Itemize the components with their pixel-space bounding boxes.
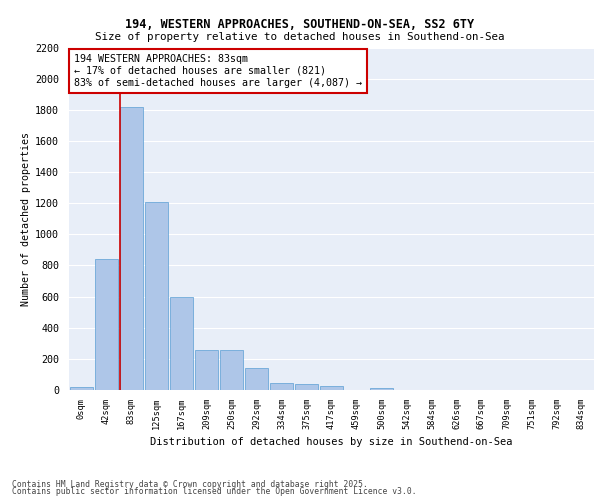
Text: Contains HM Land Registry data © Crown copyright and database right 2025.: Contains HM Land Registry data © Crown c… (12, 480, 368, 489)
Bar (295, 384, 318, 390)
X-axis label: Distribution of detached houses by size in Southend-on-Sea: Distribution of detached houses by size … (150, 438, 513, 448)
Bar (95, 259, 118, 390)
Text: 194, WESTERN APPROACHES, SOUTHEND-ON-SEA, SS2 6TY: 194, WESTERN APPROACHES, SOUTHEND-ON-SEA… (125, 18, 475, 30)
Bar (170, 296, 193, 390)
Text: Contains public sector information licensed under the Open Government Licence v3: Contains public sector information licen… (12, 488, 416, 496)
Bar (370, 388, 393, 390)
Y-axis label: Number of detached properties: Number of detached properties (21, 132, 31, 306)
Bar (70, 387, 93, 390)
Bar (195, 350, 218, 390)
Bar (220, 350, 243, 390)
Bar (120, 106, 143, 390)
Bar (245, 368, 268, 390)
Text: Size of property relative to detached houses in Southend-on-Sea: Size of property relative to detached ho… (95, 32, 505, 42)
Text: 194 WESTERN APPROACHES: 83sqm
← 17% of detached houses are smaller (821)
83% of : 194 WESTERN APPROACHES: 83sqm ← 17% of d… (74, 54, 362, 88)
Bar (145, 202, 168, 390)
Bar (320, 386, 343, 390)
Bar (270, 383, 293, 390)
